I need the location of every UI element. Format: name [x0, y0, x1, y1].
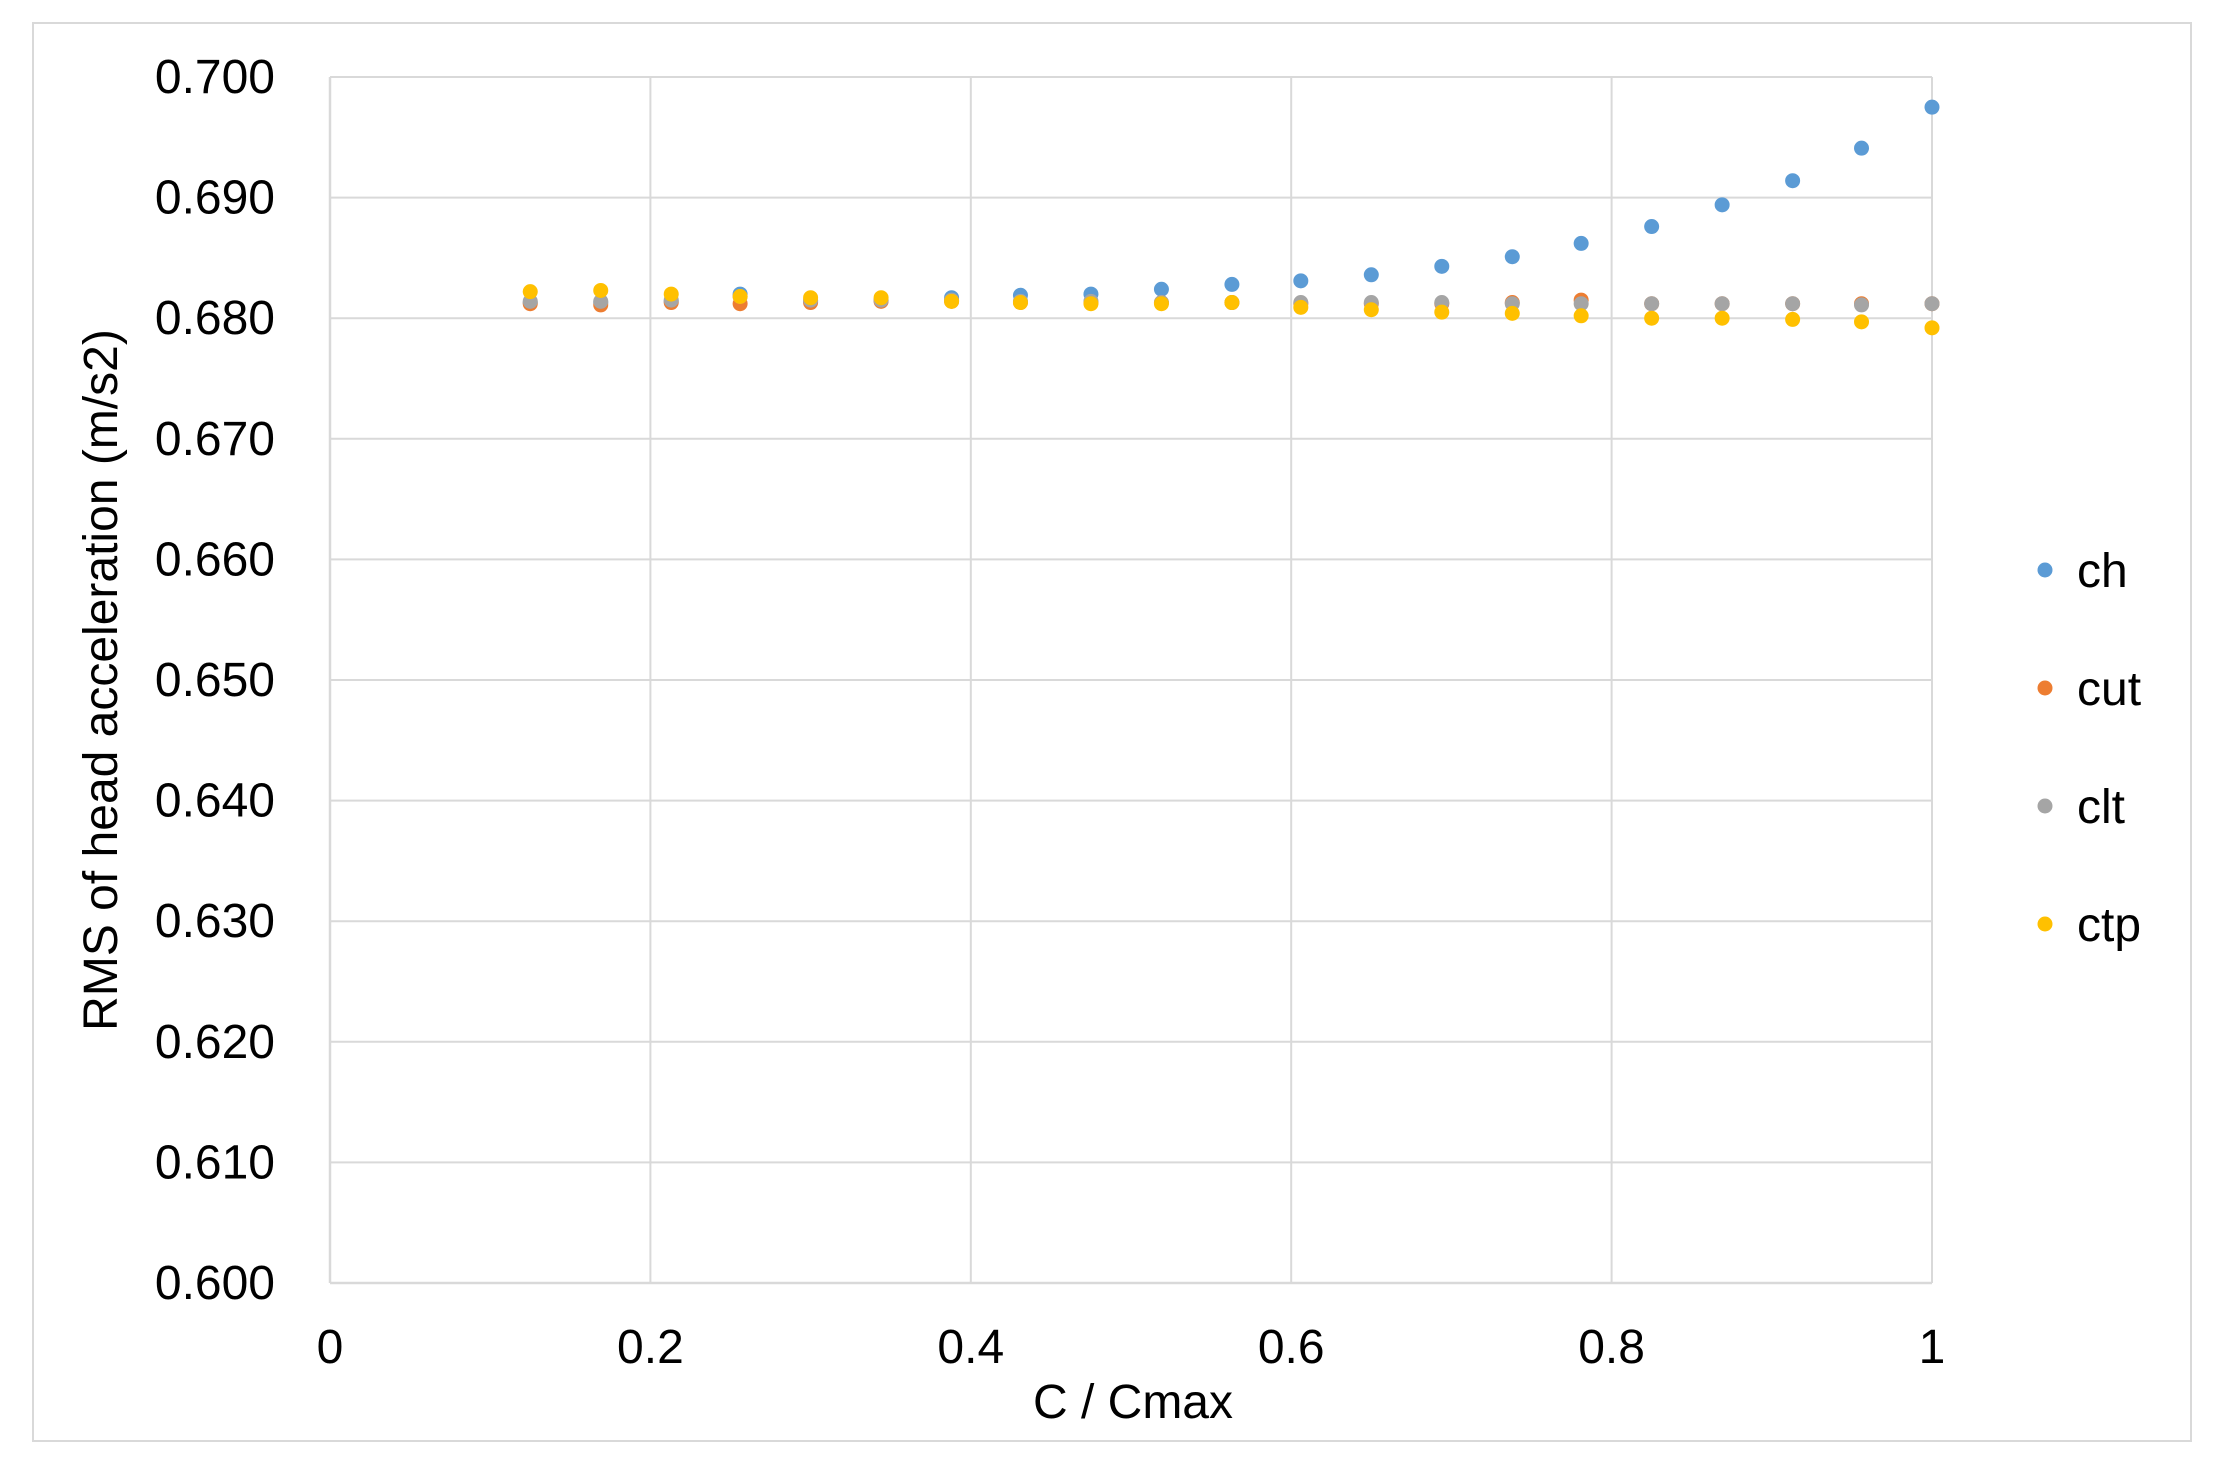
data-point-ctp [593, 282, 609, 298]
data-point-ctp [1012, 295, 1028, 311]
x-tick-label: 1 [1919, 1321, 1946, 1374]
data-point-ctp [1644, 310, 1660, 326]
grid-lines [330, 76, 1933, 1283]
data-point-ctp [522, 284, 538, 300]
legend-label-clt: clt [2077, 781, 2125, 834]
data-point-ctp [1434, 304, 1450, 320]
data-point-ctp [1573, 308, 1589, 324]
tick-labels: 0.6000.6100.6200.6300.6400.6500.6600.670… [155, 51, 1945, 1374]
chart-frame [32, 22, 2192, 1442]
y-tick-label: 0.600 [155, 1257, 275, 1310]
legend-label-cut: cut [2077, 663, 2141, 716]
data-point-ctp [663, 286, 679, 302]
x-tick-label: 0 [317, 1321, 344, 1374]
legend-marker-ch [2037, 562, 2053, 578]
data-point-ch [1573, 235, 1589, 251]
data-point-ctp [803, 290, 819, 306]
y-axis-title: RMS of head acceleration (m/s2) [75, 329, 128, 1031]
data-point-clt [1573, 296, 1589, 312]
data-points [522, 99, 1940, 336]
data-point-ctp [1224, 295, 1240, 311]
data-point-ctp [1363, 302, 1379, 318]
x-tick-label: 0.6 [1258, 1321, 1325, 1374]
y-tick-label: 0.640 [155, 775, 275, 828]
data-point-ch [1785, 173, 1801, 189]
data-point-clt [1785, 296, 1801, 312]
y-tick-label: 0.670 [155, 413, 275, 466]
data-point-clt [1714, 296, 1730, 312]
data-point-ctp [944, 293, 960, 309]
data-point-ctp [1083, 296, 1099, 312]
data-point-ctp [1153, 296, 1169, 312]
x-axis-title: C / Cmax [1033, 1376, 1233, 1429]
data-point-ctp [1293, 299, 1309, 315]
data-point-ch [1434, 258, 1450, 274]
data-point-ch [1153, 281, 1169, 297]
data-point-ctp [1854, 314, 1870, 330]
y-tick-label: 0.610 [155, 1136, 275, 1189]
y-tick-label: 0.680 [155, 292, 275, 345]
y-tick-label: 0.650 [155, 654, 275, 707]
y-tick-label: 0.660 [155, 533, 275, 586]
y-tick-label: 0.700 [155, 51, 275, 104]
legend-marker-ctp [2037, 916, 2053, 932]
data-point-ch [1504, 249, 1520, 265]
legend-label-ctp: ctp [2077, 899, 2141, 952]
y-tick-label: 0.620 [155, 1016, 275, 1069]
data-point-ch [1924, 99, 1940, 115]
x-tick-label: 0.8 [1578, 1321, 1645, 1374]
y-tick-label: 0.630 [155, 895, 275, 948]
data-point-ch [1714, 197, 1730, 213]
axes [328, 77, 1932, 1285]
data-point-ch [1293, 273, 1309, 289]
legend-label-ch: ch [2077, 545, 2128, 598]
data-point-clt [1644, 296, 1660, 312]
data-point-ch [1644, 219, 1660, 235]
data-point-ctp [1924, 320, 1940, 336]
legend: ch cut clt ctp [2037, 545, 2141, 952]
data-point-ctp [1714, 310, 1730, 326]
data-point-ctp [873, 290, 889, 306]
legend-marker-clt [2037, 798, 2053, 814]
x-tick-label: 0.4 [937, 1321, 1004, 1374]
data-point-clt [593, 293, 609, 309]
data-point-ch [1854, 140, 1870, 156]
data-point-ctp [1785, 311, 1801, 327]
x-tick-label: 0.2 [617, 1321, 684, 1374]
y-tick-label: 0.690 [155, 172, 275, 225]
data-point-ctp [732, 288, 748, 304]
data-point-clt [1854, 297, 1870, 313]
data-point-ctp [1504, 305, 1520, 321]
data-point-clt [1924, 296, 1940, 312]
data-point-ch [1224, 276, 1240, 292]
legend-marker-cut [2037, 680, 2053, 696]
data-point-ch [1363, 267, 1379, 283]
